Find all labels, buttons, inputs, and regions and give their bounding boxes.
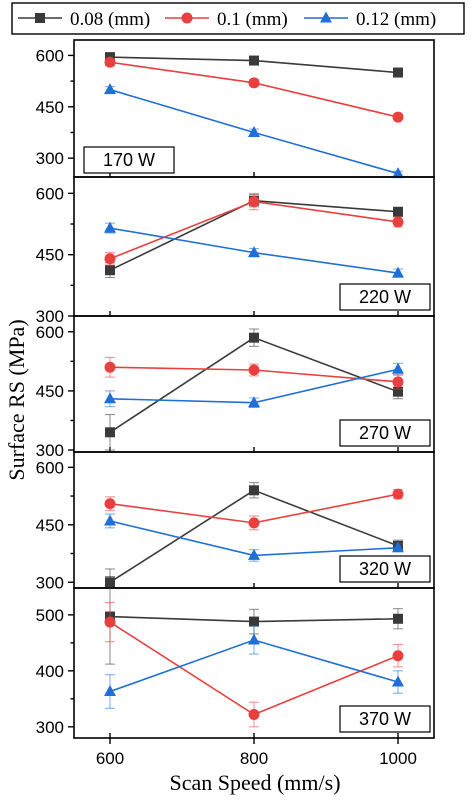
panel-label: 320 W xyxy=(359,559,411,579)
data-point xyxy=(393,613,403,624)
data-point xyxy=(104,498,116,510)
panel-label: 270 W xyxy=(359,423,411,443)
series-0-1-mm xyxy=(104,602,404,728)
x-axis-title: Scan Speed (mm/s) xyxy=(169,770,340,795)
legend-marker-0-1-mm xyxy=(181,12,193,24)
data-point xyxy=(104,616,116,628)
data-point xyxy=(392,266,404,278)
legend-label-0-12-mm: 0.12 (mm) xyxy=(356,9,436,30)
data-point xyxy=(104,685,116,697)
panel-220-w: 300 450 600 220 W xyxy=(36,176,435,326)
data-point xyxy=(248,548,260,560)
panel-label: 370 W xyxy=(359,709,411,729)
data-point xyxy=(104,253,116,265)
panel-label-box xyxy=(83,146,175,174)
data-point xyxy=(104,221,116,233)
panel-label-box xyxy=(339,705,431,733)
data-point xyxy=(104,392,116,404)
legend-marker-0-12-mm xyxy=(320,11,332,23)
data-point xyxy=(393,206,403,217)
y-tick-label: 600 xyxy=(36,458,64,477)
legend: 0.08 (mm) 0.1 (mm) 0.12 (mm) xyxy=(11,2,465,35)
y-tick-label: 300 xyxy=(36,718,64,737)
y-tick-label: 600 xyxy=(36,46,64,65)
data-point xyxy=(393,386,403,397)
data-point xyxy=(249,616,259,627)
y-tick-label: 450 xyxy=(36,246,64,265)
series-0-08-mm xyxy=(105,52,403,78)
panel-label-box xyxy=(339,283,431,311)
data-point xyxy=(248,517,260,529)
panel-270-w: 300 450 600 270 W xyxy=(36,315,435,460)
data-point xyxy=(392,167,404,179)
series-line xyxy=(109,61,399,118)
panel-label-box xyxy=(339,419,431,447)
y-tick-label: 450 xyxy=(36,382,64,401)
y-tick-label: 300 xyxy=(36,307,64,326)
data-point xyxy=(104,56,116,68)
legend-marker-0-08-mm xyxy=(35,13,45,23)
series-0-12-mm xyxy=(104,83,404,179)
data-point xyxy=(392,216,404,228)
data-point xyxy=(392,650,404,662)
data-point xyxy=(248,125,260,137)
series-0-1-mm xyxy=(104,488,404,531)
y-tick-label: 300 xyxy=(36,441,64,460)
y-tick-label: 450 xyxy=(36,516,64,535)
data-point xyxy=(249,332,259,343)
panel-label: 170 W xyxy=(103,150,155,170)
data-point xyxy=(104,361,116,373)
data-point xyxy=(248,364,260,376)
series-0-12-mm xyxy=(104,221,404,278)
data-point xyxy=(249,55,259,66)
data-point xyxy=(392,111,404,123)
series-line xyxy=(109,336,399,433)
y-tick-label: 450 xyxy=(36,98,64,117)
data-point xyxy=(248,246,260,258)
x-tick-label: 600 xyxy=(96,749,124,768)
legend-label-0-08-mm: 0.08 (mm) xyxy=(70,9,150,30)
data-point xyxy=(392,541,404,553)
data-point xyxy=(248,396,260,408)
data-point xyxy=(248,708,260,720)
panel-370-w: 300 400 500 370 W xyxy=(36,568,435,739)
data-point xyxy=(248,77,260,89)
chart-panels: 300 450 600 170 W 300 450 600 220 W 300 450 600 270… xyxy=(36,39,435,739)
data-point xyxy=(104,83,116,95)
legend-box xyxy=(11,2,465,35)
y-tick-label: 500 xyxy=(36,606,64,625)
data-point xyxy=(392,675,404,687)
y-axis-title: Surface RS (MPa) xyxy=(4,319,29,480)
panel-label-box xyxy=(339,555,431,583)
data-point xyxy=(393,67,403,78)
data-point xyxy=(392,362,404,374)
series-0-12-mm xyxy=(104,513,404,562)
data-point xyxy=(392,376,404,388)
data-point xyxy=(104,514,116,526)
data-point xyxy=(248,196,260,208)
x-axis: 600 800 1000 xyxy=(96,738,417,768)
data-point xyxy=(105,427,115,438)
y-tick-label: 300 xyxy=(36,149,64,168)
y-tick-label: 600 xyxy=(36,184,64,203)
series-0-1-mm xyxy=(104,56,404,123)
data-point xyxy=(105,265,115,276)
legend-label-0-1-mm: 0.1 (mm) xyxy=(217,9,288,30)
y-tick-label: 600 xyxy=(36,323,64,342)
series-0-1-mm xyxy=(104,192,404,266)
panel-170-w: 300 450 600 170 W xyxy=(36,39,435,179)
series-0-12-mm xyxy=(104,362,404,408)
data-point xyxy=(392,488,404,500)
data-point xyxy=(249,485,259,496)
x-tick-label: 800 xyxy=(240,749,268,768)
y-tick-label: 400 xyxy=(36,662,64,681)
panel-label: 220 W xyxy=(359,287,411,307)
series-0-12-mm xyxy=(104,625,404,709)
panel-320-w: 300 450 600 320 W xyxy=(36,451,435,592)
series-0-1-mm xyxy=(104,356,404,390)
x-tick-label: 1000 xyxy=(379,749,417,768)
y-tick-label: 300 xyxy=(36,573,64,592)
data-point xyxy=(248,633,260,645)
